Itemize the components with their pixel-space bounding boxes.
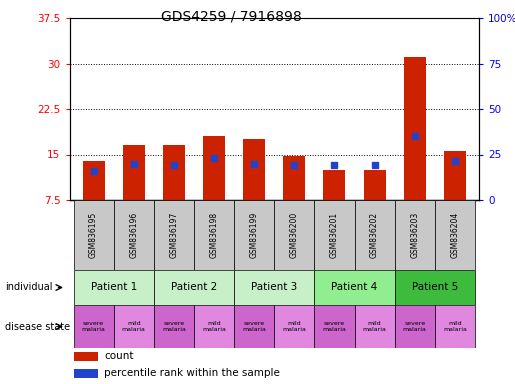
Bar — [74, 305, 114, 348]
Text: mild
malaria: mild malaria — [282, 321, 306, 332]
Text: mild
malaria: mild malaria — [443, 321, 467, 332]
Text: severe
malaria: severe malaria — [82, 321, 106, 332]
Bar — [435, 305, 475, 348]
Text: GSM836201: GSM836201 — [330, 212, 339, 258]
Text: GSM836195: GSM836195 — [89, 212, 98, 258]
Text: GSM836198: GSM836198 — [210, 212, 218, 258]
Bar — [314, 270, 394, 305]
Bar — [82, 161, 105, 200]
Text: severe
malaria: severe malaria — [403, 321, 426, 332]
Text: percentile rank within the sample: percentile rank within the sample — [105, 368, 280, 378]
Bar — [203, 136, 225, 200]
Bar — [243, 139, 265, 200]
Text: mild
malaria: mild malaria — [363, 321, 387, 332]
Text: Patient 3: Patient 3 — [251, 283, 297, 293]
Text: severe
malaria: severe malaria — [162, 321, 186, 332]
Text: individual: individual — [5, 283, 53, 293]
Text: GDS4259 / 7916898: GDS4259 / 7916898 — [161, 10, 302, 23]
Text: Patient 2: Patient 2 — [171, 283, 217, 293]
Bar — [435, 200, 475, 270]
Bar — [314, 305, 354, 348]
Text: count: count — [105, 351, 134, 361]
Bar — [234, 200, 274, 270]
Text: GSM836196: GSM836196 — [129, 212, 138, 258]
Text: GSM836199: GSM836199 — [250, 212, 259, 258]
Text: GSM836200: GSM836200 — [290, 212, 299, 258]
Bar — [274, 305, 314, 348]
Bar — [394, 200, 435, 270]
Bar — [74, 352, 98, 361]
Bar — [314, 200, 354, 270]
Text: Patient 1: Patient 1 — [91, 283, 137, 293]
Text: mild
malaria: mild malaria — [122, 321, 146, 332]
Bar — [154, 270, 234, 305]
Text: disease state: disease state — [5, 321, 70, 331]
Bar — [74, 369, 98, 377]
Bar — [354, 200, 394, 270]
Bar — [74, 200, 114, 270]
Text: Patient 4: Patient 4 — [331, 283, 377, 293]
Bar — [234, 270, 314, 305]
Bar — [154, 305, 194, 348]
Text: mild
malaria: mild malaria — [202, 321, 226, 332]
Bar — [123, 146, 145, 200]
Bar — [194, 305, 234, 348]
Bar — [74, 270, 154, 305]
Text: GSM836197: GSM836197 — [169, 212, 178, 258]
Text: GSM836204: GSM836204 — [450, 212, 459, 258]
Bar — [323, 170, 346, 200]
Bar — [194, 200, 234, 270]
Text: severe
malaria: severe malaria — [322, 321, 347, 332]
Bar — [283, 156, 305, 200]
Text: Patient 5: Patient 5 — [411, 283, 458, 293]
Bar — [354, 305, 394, 348]
Bar — [114, 305, 154, 348]
Bar — [394, 305, 435, 348]
Bar — [154, 200, 194, 270]
Text: severe
malaria: severe malaria — [242, 321, 266, 332]
Text: GSM836203: GSM836203 — [410, 212, 419, 258]
Text: GSM836202: GSM836202 — [370, 212, 379, 258]
Bar — [394, 270, 475, 305]
Bar — [364, 170, 386, 200]
Bar — [404, 58, 426, 200]
Bar — [274, 200, 314, 270]
Bar — [114, 200, 154, 270]
Bar — [163, 146, 185, 200]
Bar — [234, 305, 274, 348]
Bar — [444, 151, 466, 200]
